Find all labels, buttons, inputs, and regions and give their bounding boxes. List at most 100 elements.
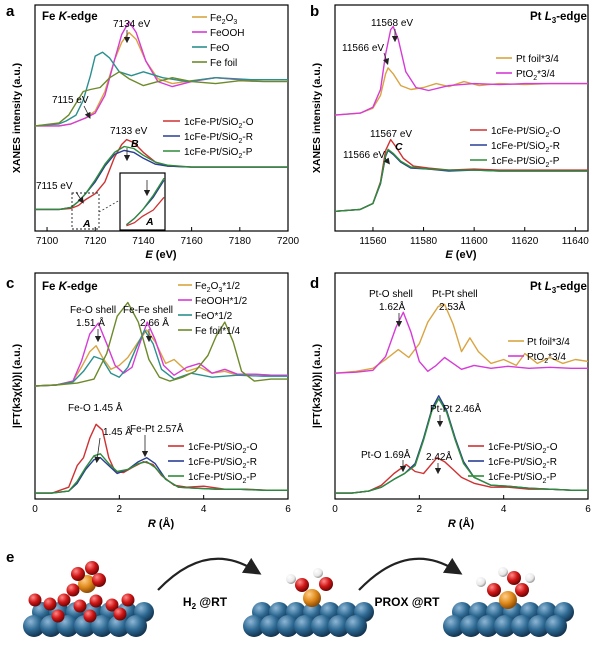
panel-c: c Fe K-edge 0 2 4 6 R (Å) |FT(k3χ(k))| (a.u… [6,272,291,530]
x-axis-ticks-c: 0 2 4 6 [32,495,291,515]
annotation-ptpt-shell: Pt-Pt shell [432,289,478,300]
pt-atom [243,615,265,637]
o-atom [83,609,97,623]
x-tick-label: 2 [417,504,423,515]
o-atom [85,561,99,575]
y-axis-label-c: |FT(k3χ(k))| (a.u.) [11,344,23,428]
x-tick-label: 7160 [180,236,203,247]
y-axis-label-d: |FT(k3χ(k))| (a.u.) [311,344,323,428]
panel-title-d: Pt L3-edge [530,281,587,295]
o-atom [57,593,71,607]
pt-atom [345,615,367,637]
plot-frame-b [334,4,589,232]
panel-letter-e: e [6,549,14,566]
annotation-pto-169: Pt-O 1.69Å [361,448,411,461]
legend-label: 1cFe-Pt/SiO2-R [188,457,257,470]
legend-label: Fe2O3*1/2 [195,281,240,294]
annotation-B: B [131,138,139,150]
annotation-C: C [395,141,403,153]
panel-letter-b: b [310,3,319,20]
annotation-arrow [382,52,390,66]
annotation-fefe-shell: Fe-Fe shell [123,305,173,316]
legend-bottom-b: 1cFe-Pt/SiO2-O 1cFe-Pt/SiO2-R 1cFe-Pt/Si… [470,126,561,169]
x-tick-label: 2 [117,504,123,515]
o-atom [43,597,57,611]
annotation-11568: 11568 eV [371,18,413,29]
panel-d: d Pt L3-edge 0 2 4 6 R (Å) |FT(k3χ(k))| (a.… [310,272,591,530]
annotation-feo-value: 1.51 Å [76,316,105,329]
o-atom [89,594,103,608]
o-atom [487,583,501,597]
pt-atom [311,615,333,637]
fe-atom [303,589,321,607]
legend-label: 1cFe-Pt/SiO2-R [488,457,557,470]
legend-label: FeO [210,43,230,54]
pt-atom [443,615,465,637]
annotation-fept: Fe-Pt 2.57Å [130,422,184,435]
pt-atom [91,615,113,637]
o-atom [73,599,87,613]
legend-label: 1cFe-Pt/SiO2-O [488,442,558,455]
x-tick-label: 7200 [277,236,300,247]
annotation-7133: 7133 eV [110,126,148,137]
x-axis-label-a: E (eV) [145,249,177,261]
fe-atom [78,575,96,593]
o-atom [92,573,106,587]
legend-label: 1cFe-Pt/SiO2-O [184,117,254,130]
legend-label: FeO*1/2 [195,311,233,322]
pt-atom [460,615,482,637]
legend-label: FeOOH [210,28,244,39]
annotation-pto-shell: Pt-O shell [369,289,413,300]
series-line-pto2-3-4 [334,311,588,374]
legend-label: Fe foil [210,58,237,69]
o-atom [105,598,119,612]
inset-frame [119,172,166,231]
h-atom [498,567,508,577]
series-line-fe2o3-1-2 [34,329,288,387]
x-tick-label: 6 [585,504,591,515]
x-tick-label: 6 [285,504,291,515]
legend-label: 1cFe-Pt/SiO2-P [488,472,557,485]
panel-title-a: Fe K-edge [42,11,98,23]
o-atom [515,583,529,597]
x-axis-ticks-d: 0 2 4 6 [332,495,591,515]
reaction-arrow-1 [157,557,262,591]
series-lines-c [34,301,288,494]
x-axis-ticks-b: 11560 11580 11600 11620 11640 [359,227,589,247]
legend-label: 1cFe-Pt/SiO2-P [491,156,560,169]
legend-top-a: Fe2O3 FeOOH FeO Fe foil [192,13,244,69]
panel-title-b: Pt L3-edge [530,11,587,25]
legend-label: 1cFe-Pt/SiO2-P [188,472,257,485]
o-atom [113,607,127,621]
x-axis-label-d: R (Å) [448,517,475,530]
catalyst-slab-1 [23,561,154,637]
x-tick-label: 4 [501,504,507,515]
x-tick-label: 7120 [84,236,107,247]
o-atom [66,583,80,597]
catalyst-slab-3 [443,567,574,637]
x-tick-label: 11620 [511,236,539,247]
pt-atom [545,615,567,637]
legend-label: Fe2O3 [210,13,237,26]
o-atom [319,577,333,591]
pt-atom [328,615,350,637]
annotation-7115a: 7115 eV [52,95,89,106]
annotation-fefe-value: 2.66 Å [140,316,169,329]
x-tick-label: 11600 [461,236,489,247]
annotation-145: 1.45 Å [103,425,132,438]
annotation-arrow [75,191,84,204]
series-line-pto2-3-4 [334,25,588,116]
fe-atom [499,591,517,609]
series-line-1cfe-pt-sio2-p [35,145,288,211]
plot-frame-d [334,272,589,500]
series-line-1cfe-pt-sio2-o [335,457,588,494]
x-tick-label: 11580 [410,236,438,247]
x-axis-label-b: E (eV) [445,249,477,261]
annotation-ptpt-246: Pt-Pt 2.46Å [430,402,481,415]
annotation-A: A [82,218,91,230]
o-atom [51,609,65,623]
x-axis-ticks-a: 7100 7120 7140 7160 7180 7200 [36,227,300,247]
series-line-1cfe-pt-sio2-p [335,398,588,494]
h-atom [525,573,535,583]
legend-top-d: Pt foil*3/4 PtO2*3/4 [508,337,570,365]
